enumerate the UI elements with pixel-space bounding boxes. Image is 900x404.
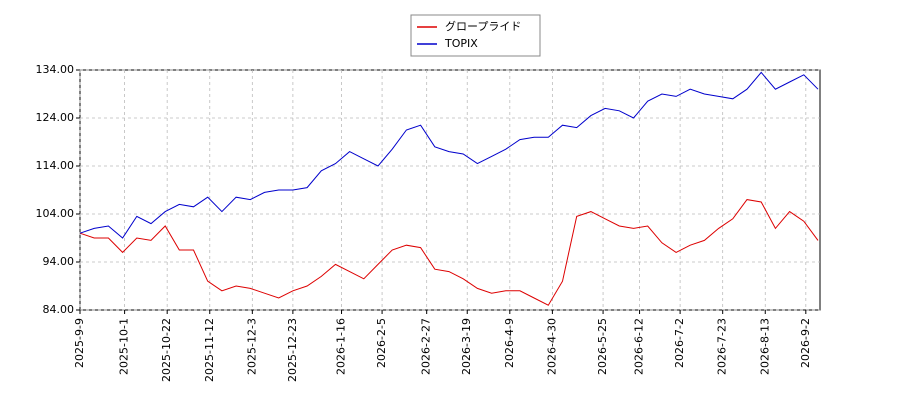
x-tick-label: 2026-1-16 xyxy=(335,318,348,375)
x-tick-label: 2025-12-3 xyxy=(245,318,258,375)
x-tick-label: 2025-9-9 xyxy=(73,318,86,368)
x-tick-label: 2026-2-5 xyxy=(375,318,388,368)
y-tick-label: 134.00 xyxy=(36,63,75,76)
series-line xyxy=(79,199,819,306)
x-tick-label: 2026-7-2 xyxy=(673,318,686,368)
series-line xyxy=(79,71,819,239)
x-tick-label: 2025-12-23 xyxy=(286,318,299,382)
y-tick-label: 104.00 xyxy=(36,207,75,220)
y-tick-label: 114.00 xyxy=(36,159,75,172)
x-tick-label: 2026-5-25 xyxy=(596,318,609,375)
x-tick-label: 2025-10-22 xyxy=(160,318,173,382)
y-tick-label: 94.00 xyxy=(43,255,75,268)
x-tick-label: 2026-8-13 xyxy=(758,318,771,375)
plot-frame xyxy=(79,69,821,311)
legend-box xyxy=(410,14,541,57)
y-tick-label: 84.00 xyxy=(43,303,75,316)
x-tick-label: 2026-2-27 xyxy=(420,318,433,375)
x-tick-label: 2026-4-9 xyxy=(503,318,516,368)
x-tick-label: 2026-3-19 xyxy=(460,318,473,375)
legend-label: グロープライド xyxy=(445,19,521,33)
x-tick-label: 2026-9-2 xyxy=(799,318,812,368)
y-tick-label: 124.00 xyxy=(36,111,75,124)
x-tick-label: 2025-10-1 xyxy=(118,318,131,375)
x-tick-label: 2026-4-30 xyxy=(545,318,558,375)
x-tick-label: 2025-11-12 xyxy=(203,318,216,382)
x-tick-label: 2026-7-23 xyxy=(716,318,729,375)
legend-label: TOPIX xyxy=(444,37,478,50)
x-tick-label: 2026-6-12 xyxy=(633,318,646,375)
